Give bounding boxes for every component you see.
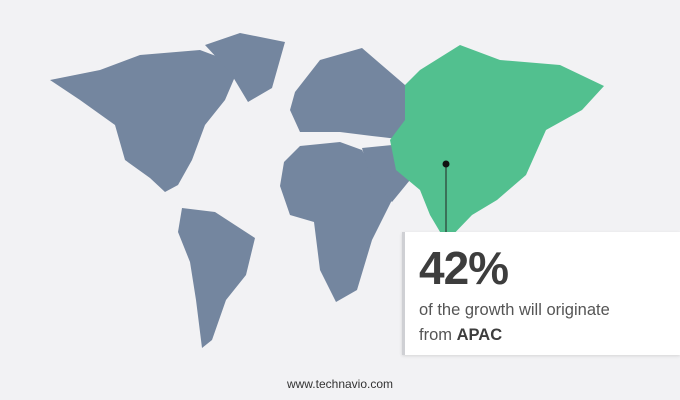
callout-dot [442, 160, 450, 168]
south-america [178, 208, 255, 348]
callout-region: APAC [456, 326, 503, 344]
callout-description: of the growth will originate from APAC [419, 298, 680, 348]
footer-url: www.technavio.com [286, 377, 394, 391]
callout-card: 42% of the growth will originate from AP… [402, 232, 680, 355]
europe [290, 48, 406, 140]
callout-prefix: from [419, 326, 452, 344]
africa [280, 142, 397, 302]
greenland [205, 33, 285, 102]
growth-percentage: 42% [419, 242, 509, 294]
callout-text: of the growth will originate [419, 301, 610, 319]
apac-region [390, 45, 604, 242]
north-america [50, 50, 240, 192]
